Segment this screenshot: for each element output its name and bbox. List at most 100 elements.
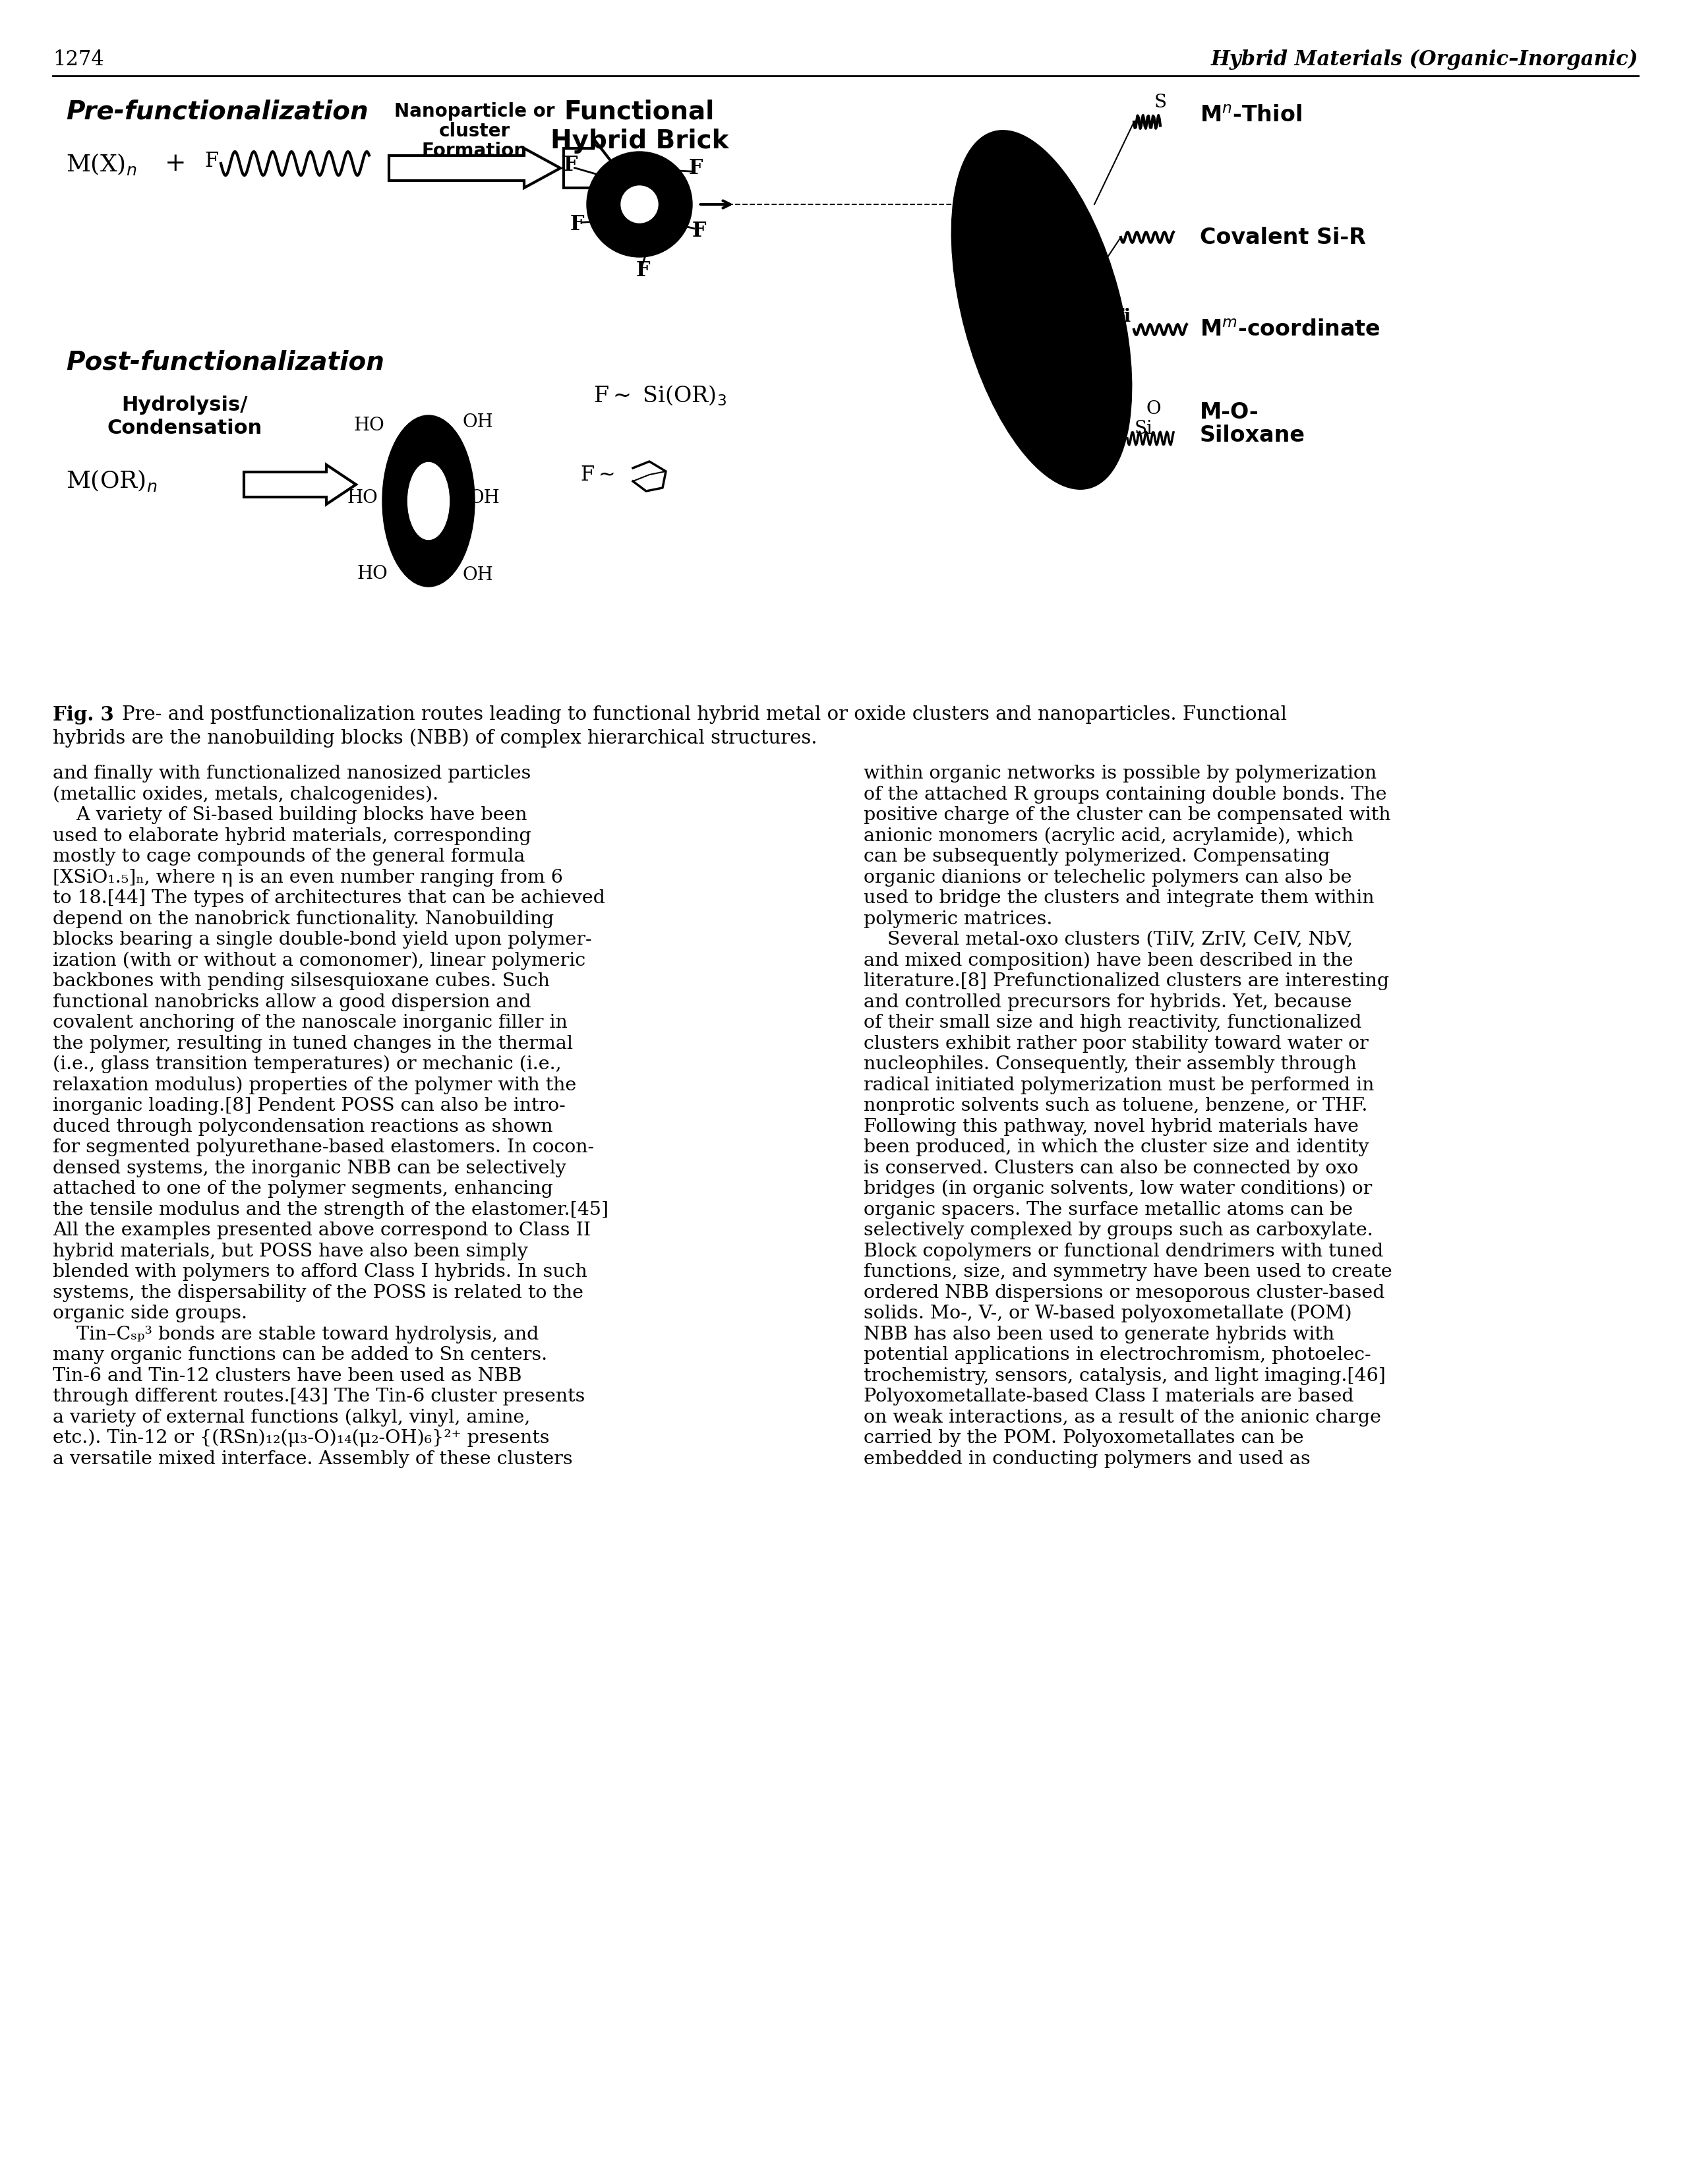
Text: HO: HO bbox=[357, 566, 387, 583]
Text: F$\sim$: F$\sim$ bbox=[580, 465, 614, 485]
Text: covalent anchoring of the nanoscale inorganic filler in: covalent anchoring of the nanoscale inor… bbox=[52, 1013, 568, 1031]
Text: M(OR)$_n$: M(OR)$_n$ bbox=[66, 467, 157, 494]
Text: M$^n$-Thiol: M$^n$-Thiol bbox=[1201, 105, 1302, 127]
Text: NBB has also been used to generate hybrids with: NBB has also been used to generate hybri… bbox=[864, 1326, 1334, 1343]
Text: OH: OH bbox=[463, 413, 494, 430]
Text: used to elaborate hybrid materials, corresponding: used to elaborate hybrid materials, corr… bbox=[52, 828, 531, 845]
Text: functional nanobricks allow a good dispersion and: functional nanobricks allow a good dispe… bbox=[52, 994, 531, 1011]
Text: is conserved. Clusters can also be connected by oxo: is conserved. Clusters can also be conne… bbox=[864, 1160, 1358, 1177]
Text: selectively complexed by groups such as carboxylate.: selectively complexed by groups such as … bbox=[864, 1221, 1373, 1238]
Text: bridges (in organic solvents, low water conditions) or: bridges (in organic solvents, low water … bbox=[864, 1179, 1371, 1199]
Text: for segmented polyurethane-based elastomers. In cocon-: for segmented polyurethane-based elastom… bbox=[52, 1138, 594, 1155]
Text: Hydrolysis/: Hydrolysis/ bbox=[122, 395, 247, 415]
Circle shape bbox=[587, 151, 692, 258]
Text: nonprotic solvents such as toluene, benzene, or THF.: nonprotic solvents such as toluene, benz… bbox=[864, 1096, 1368, 1114]
Text: of the attached R groups containing double bonds. The: of the attached R groups containing doub… bbox=[864, 786, 1387, 804]
Text: the tensile modulus and the strength of the elastomer.[45]: the tensile modulus and the strength of … bbox=[52, 1201, 609, 1219]
Text: many organic functions can be added to Sn centers.: many organic functions can be added to S… bbox=[52, 1345, 548, 1365]
Text: Hybrid Materials (Organic–Inorganic): Hybrid Materials (Organic–Inorganic) bbox=[1211, 50, 1639, 70]
Text: inorganic loading.[8] Pendent POSS can also be intro-: inorganic loading.[8] Pendent POSS can a… bbox=[52, 1096, 565, 1114]
Text: positive charge of the cluster can be compensated with: positive charge of the cluster can be co… bbox=[864, 806, 1390, 823]
Text: and finally with functionalized nanosized particles: and finally with functionalized nanosize… bbox=[52, 764, 531, 782]
Text: a versatile mixed interface. Assembly of these clusters: a versatile mixed interface. Assembly of… bbox=[52, 1450, 573, 1468]
Text: and mixed composition) have been described in the: and mixed composition) have been describ… bbox=[864, 952, 1353, 970]
Text: nucleophiles. Consequently, their assembly through: nucleophiles. Consequently, their assemb… bbox=[864, 1055, 1356, 1072]
Text: embedded in conducting polymers and used as: embedded in conducting polymers and used… bbox=[864, 1450, 1311, 1468]
Text: (metallic oxides, metals, chalcogenides).: (metallic oxides, metals, chalcogenides)… bbox=[52, 786, 438, 804]
Text: on weak interactions, as a result of the anionic charge: on weak interactions, as a result of the… bbox=[864, 1409, 1382, 1426]
Text: blended with polymers to afford Class I hybrids. In such: blended with polymers to afford Class I … bbox=[52, 1262, 587, 1280]
Text: etc.). Tin-12 or {(RSn)₁₂(μ₃-O)₁₄(μ₂-OH)₆}²⁺ presents: etc.). Tin-12 or {(RSn)₁₂(μ₃-O)₁₄(μ₂-OH)… bbox=[52, 1428, 550, 1448]
FancyArrow shape bbox=[244, 465, 357, 505]
Text: Nanoparticle or: Nanoparticle or bbox=[394, 103, 555, 120]
Text: through different routes.[43] The Tin-6 cluster presents: through different routes.[43] The Tin-6 … bbox=[52, 1387, 585, 1406]
Text: to 18.[44] The types of architectures that can be achieved: to 18.[44] The types of architectures th… bbox=[52, 889, 605, 906]
Text: attached to one of the polymer segments, enhancing: attached to one of the polymer segments,… bbox=[52, 1179, 553, 1197]
Text: organic dianions or telechelic polymers can also be: organic dianions or telechelic polymers … bbox=[864, 869, 1351, 887]
Text: ization (with or without a comonomer), linear polymeric: ization (with or without a comonomer), l… bbox=[52, 952, 585, 970]
Text: Tin–Cₛₚ³ bonds are stable toward hydrolysis, and: Tin–Cₛₚ³ bonds are stable toward hydroly… bbox=[52, 1326, 539, 1343]
Text: (i.e., glass transition temperatures) or mechanic (i.e.,: (i.e., glass transition temperatures) or… bbox=[52, 1055, 561, 1075]
Text: [XSiO₁.₅]ₙ, where η is an even number ranging from 6: [XSiO₁.₅]ₙ, where η is an even number ra… bbox=[52, 869, 563, 887]
Ellipse shape bbox=[408, 463, 450, 539]
Text: of their small size and high reactivity, functionalized: of their small size and high reactivity,… bbox=[864, 1013, 1361, 1031]
Text: M-O-: M-O- bbox=[1201, 402, 1258, 424]
FancyArrow shape bbox=[563, 138, 617, 199]
Text: OH: OH bbox=[463, 566, 494, 583]
Text: densed systems, the inorganic NBB can be selectively: densed systems, the inorganic NBB can be… bbox=[52, 1160, 566, 1177]
Text: S: S bbox=[1153, 94, 1167, 111]
Text: the polymer, resulting in tuned changes in the thermal: the polymer, resulting in tuned changes … bbox=[52, 1035, 573, 1053]
Text: Fig. 3: Fig. 3 bbox=[52, 705, 113, 725]
Text: relaxation modulus) properties of the polymer with the: relaxation modulus) properties of the po… bbox=[52, 1077, 577, 1094]
Text: Siloxane: Siloxane bbox=[1201, 424, 1305, 446]
Text: F: F bbox=[205, 151, 218, 170]
Text: functions, size, and symmetry have been used to create: functions, size, and symmetry have been … bbox=[864, 1262, 1392, 1280]
Text: M(X)$_n$: M(X)$_n$ bbox=[66, 151, 137, 177]
Text: blocks bearing a single double-bond yield upon polymer-: blocks bearing a single double-bond yiel… bbox=[52, 930, 592, 948]
Text: carried by the POM. Polyoxometallates can be: carried by the POM. Polyoxometallates ca… bbox=[864, 1428, 1304, 1448]
Text: trochemistry, sensors, catalysis, and light imaging.[46]: trochemistry, sensors, catalysis, and li… bbox=[864, 1367, 1385, 1385]
Text: literature.[8] Prefunctionalized clusters are interesting: literature.[8] Prefunctionalized cluster… bbox=[864, 972, 1388, 989]
Text: mostly to cage compounds of the general formula: mostly to cage compounds of the general … bbox=[52, 847, 524, 865]
Text: cluster: cluster bbox=[440, 122, 511, 140]
Text: Formation: Formation bbox=[423, 142, 528, 159]
Text: O: O bbox=[1146, 400, 1162, 417]
Text: systems, the dispersability of the POSS is related to the: systems, the dispersability of the POSS … bbox=[52, 1284, 583, 1302]
Text: Si: Si bbox=[1135, 419, 1153, 437]
Text: F: F bbox=[636, 260, 649, 280]
Text: Hybrid Brick: Hybrid Brick bbox=[550, 129, 729, 153]
Text: used to bridge the clusters and integrate them within: used to bridge the clusters and integrat… bbox=[864, 889, 1375, 906]
Text: organic spacers. The surface metallic atoms can be: organic spacers. The surface metallic at… bbox=[864, 1201, 1353, 1219]
Text: HO: HO bbox=[347, 489, 379, 507]
Text: M$^m$-coordinate: M$^m$-coordinate bbox=[1201, 319, 1380, 341]
Text: depend on the nanobrick functionality. Nanobuilding: depend on the nanobrick functionality. N… bbox=[52, 911, 555, 928]
Circle shape bbox=[621, 186, 658, 223]
Text: Condensation: Condensation bbox=[107, 419, 262, 437]
Text: can be subsequently polymerized. Compensating: can be subsequently polymerized. Compens… bbox=[864, 847, 1331, 865]
Text: Pre-functionalization: Pre-functionalization bbox=[66, 98, 369, 124]
Text: duced through polycondensation reactions as shown: duced through polycondensation reactions… bbox=[52, 1118, 553, 1136]
Text: +: + bbox=[164, 151, 186, 177]
Text: Block copolymers or functional dendrimers with tuned: Block copolymers or functional dendrimer… bbox=[864, 1243, 1383, 1260]
Text: F: F bbox=[692, 221, 705, 240]
Text: F: F bbox=[563, 155, 577, 175]
Text: Functional: Functional bbox=[565, 98, 715, 124]
Text: Following this pathway, novel hybrid materials have: Following this pathway, novel hybrid mat… bbox=[864, 1118, 1360, 1136]
Text: F$\sim$ Si(OR)$_3$: F$\sim$ Si(OR)$_3$ bbox=[594, 384, 727, 406]
Text: solids. Mo-, V-, or W-based polyoxometallate (POM): solids. Mo-, V-, or W-based polyoxometal… bbox=[864, 1304, 1351, 1324]
Text: Tin-6 and Tin-12 clusters have been used as NBB: Tin-6 and Tin-12 clusters have been used… bbox=[52, 1367, 523, 1385]
Text: F: F bbox=[688, 157, 702, 179]
Text: polymeric matrices.: polymeric matrices. bbox=[864, 911, 1052, 928]
Text: All the examples presented above correspond to Class II: All the examples presented above corresp… bbox=[52, 1221, 590, 1238]
Text: Covalent Si-R: Covalent Si-R bbox=[1201, 227, 1366, 249]
Text: OH: OH bbox=[468, 489, 501, 507]
Text: radical initiated polymerization must be performed in: radical initiated polymerization must be… bbox=[864, 1077, 1375, 1094]
Ellipse shape bbox=[382, 415, 475, 587]
Text: backbones with pending silsesquioxane cubes. Such: backbones with pending silsesquioxane cu… bbox=[52, 972, 550, 989]
Text: HO: HO bbox=[353, 417, 384, 435]
Text: within organic networks is possible by polymerization: within organic networks is possible by p… bbox=[864, 764, 1376, 782]
Text: and controlled precursors for hybrids. Yet, because: and controlled precursors for hybrids. Y… bbox=[864, 994, 1351, 1011]
Text: Pre- and postfunctionalization routes leading to functional hybrid metal or oxid: Pre- and postfunctionalization routes le… bbox=[122, 705, 1287, 723]
Text: ordered NBB dispersions or mesoporous cluster-based: ordered NBB dispersions or mesoporous cl… bbox=[864, 1284, 1385, 1302]
Text: a variety of external functions (alkyl, vinyl, amine,: a variety of external functions (alkyl, … bbox=[52, 1409, 531, 1426]
